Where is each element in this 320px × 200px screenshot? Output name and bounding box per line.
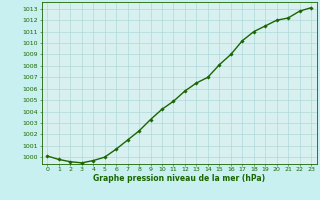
X-axis label: Graphe pression niveau de la mer (hPa): Graphe pression niveau de la mer (hPa) <box>93 174 265 183</box>
